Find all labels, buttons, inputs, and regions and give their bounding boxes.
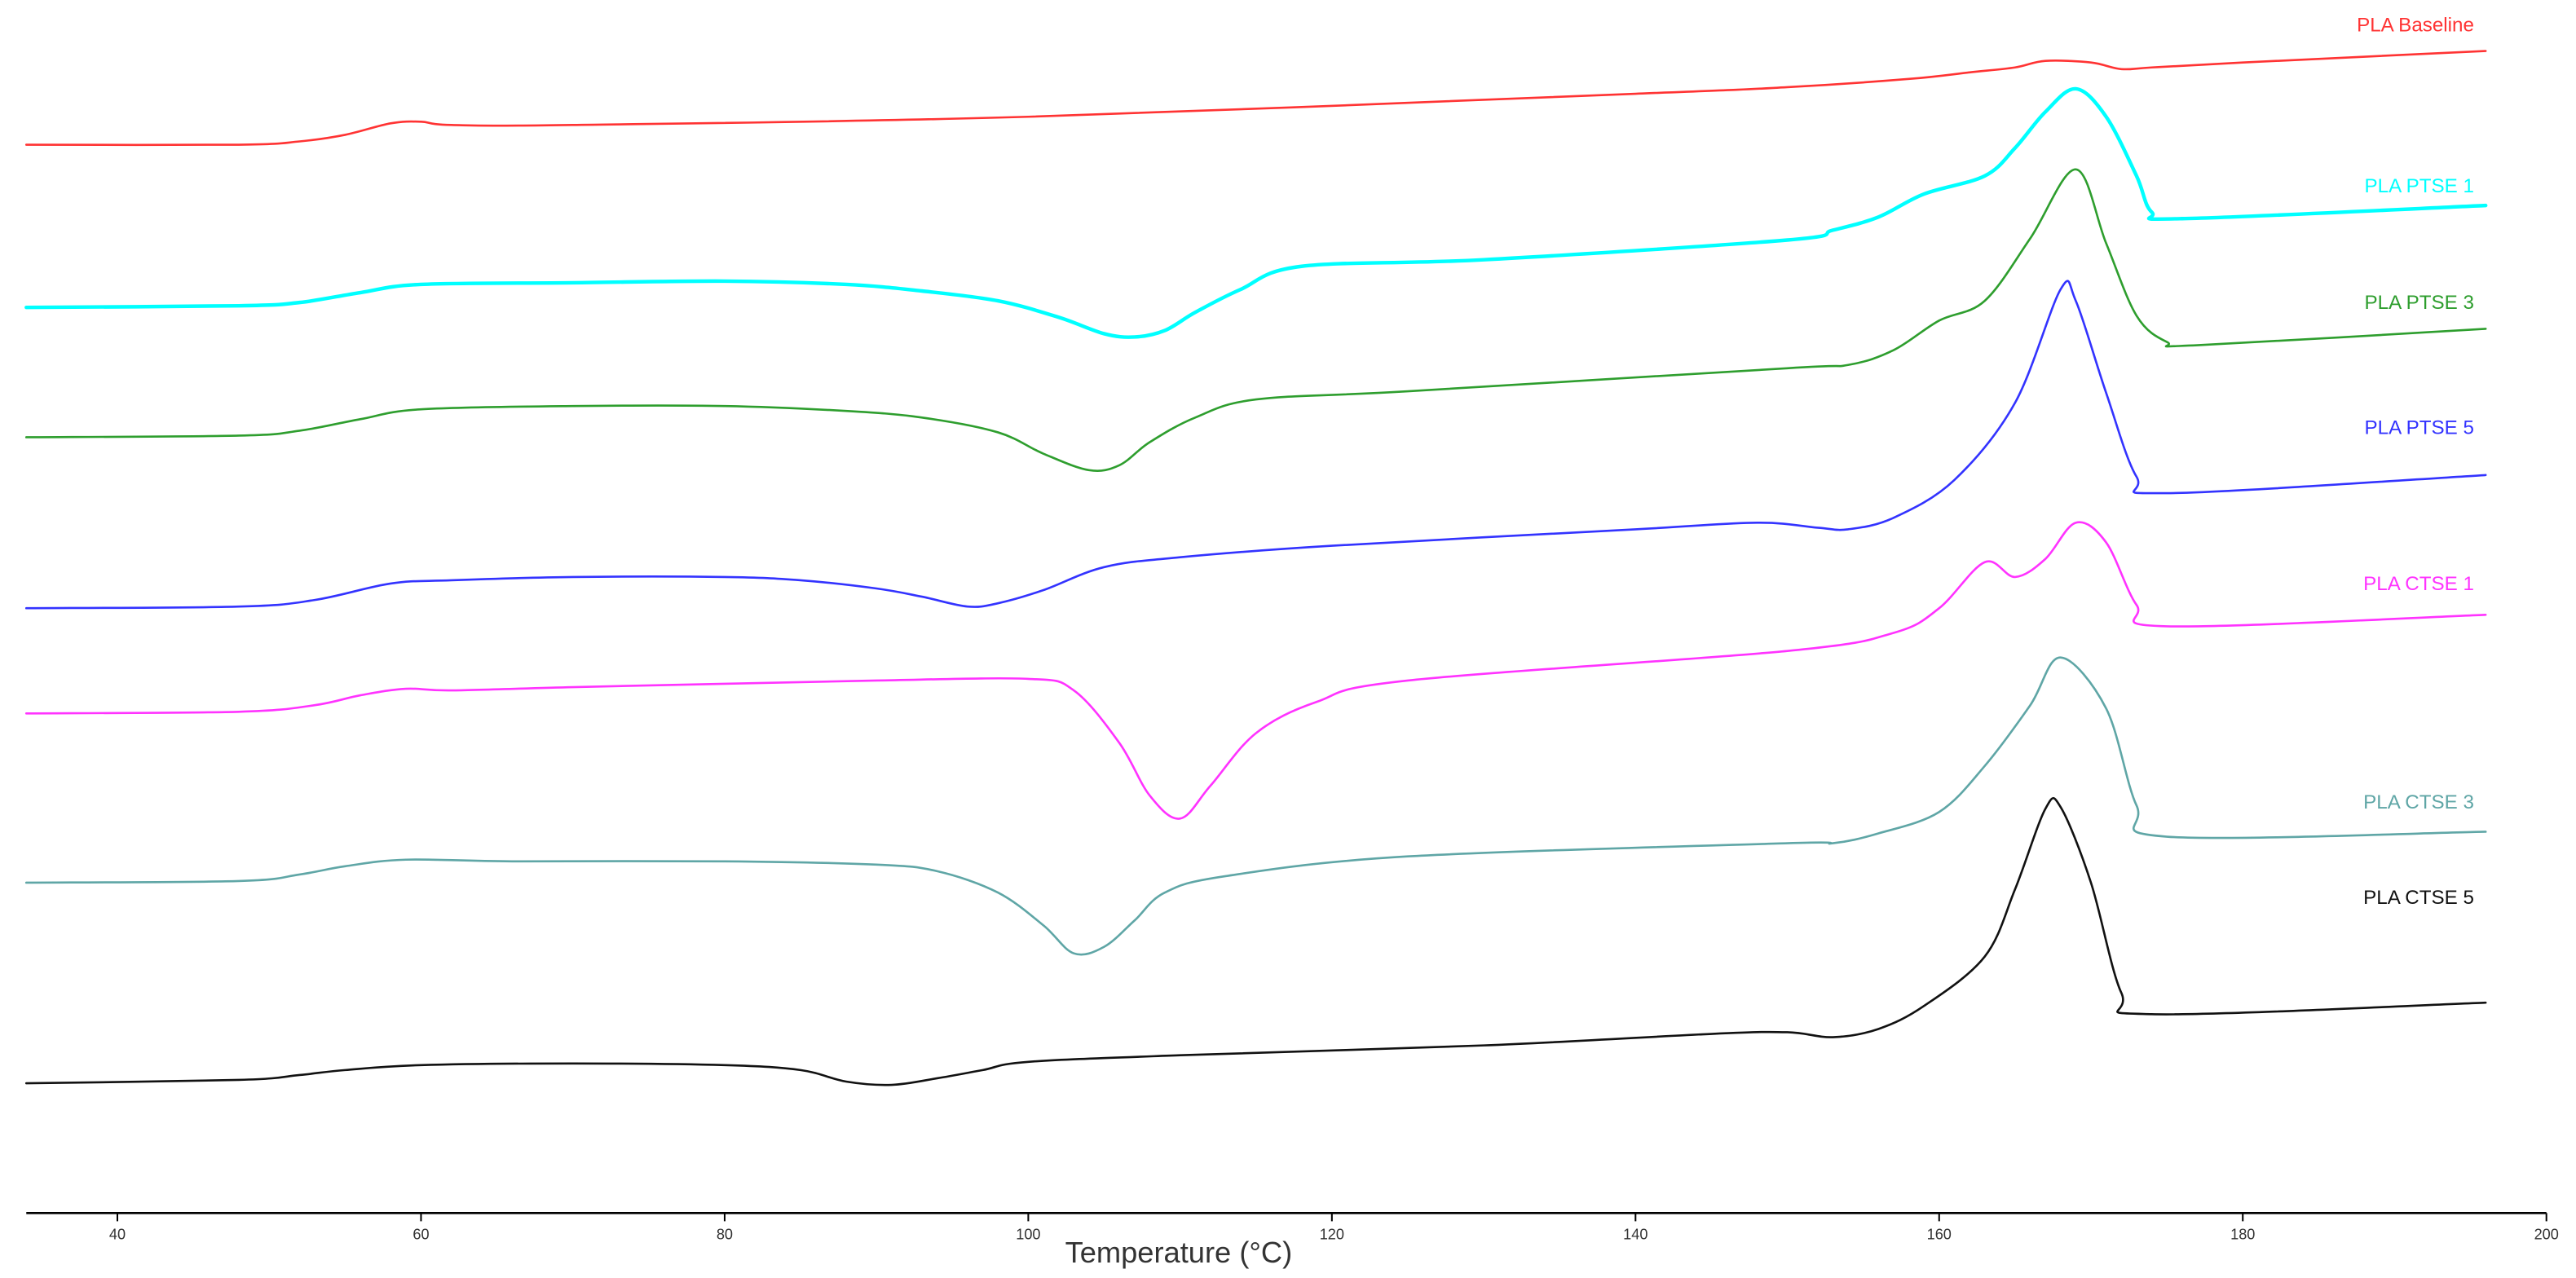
curves-layer xyxy=(24,50,2488,1086)
series-labels-layer: PLA Baseline PLA PTSE 1 PLA PTSE 3 PLA PTSE… xyxy=(2357,14,2474,909)
x-tick-label: 60 xyxy=(412,1227,429,1243)
series-label-pla-baseline: PLA Baseline xyxy=(2357,14,2474,36)
series-label-pla-ptse-3: PLA PTSE 3 xyxy=(2365,292,2474,314)
series-label-pla-ctse-5: PLA CTSE 5 xyxy=(2363,887,2474,909)
series-line-pla-ptse-1 xyxy=(24,86,2488,339)
series-label-pla-ptse-5: PLA PTSE 5 xyxy=(2365,416,2474,438)
series-label-pla-ctse-3: PLA CTSE 3 xyxy=(2363,791,2474,813)
series-line-pla-ctse-3 xyxy=(24,656,2487,956)
x-tick-label: 200 xyxy=(2534,1227,2559,1243)
x-tick-label: 180 xyxy=(2230,1227,2255,1243)
series-label-pla-ctse-1: PLA CTSE 1 xyxy=(2363,573,2474,595)
series-label-pla-ptse-1: PLA PTSE 1 xyxy=(2365,175,2474,197)
x-tick-label: 80 xyxy=(717,1227,733,1243)
series-line-pla-ptse-3 xyxy=(24,168,2487,472)
x-tick-label: 160 xyxy=(1927,1227,1952,1243)
x-tick-label: 120 xyxy=(1320,1227,1344,1243)
series-line-pla-baseline xyxy=(24,50,2487,147)
x-axis-title: Temperature (°C) xyxy=(1065,1236,1293,1269)
series-line-pla-ctse-5 xyxy=(24,796,2487,1086)
x-tick-label: 100 xyxy=(1016,1227,1040,1243)
x-tick-label: 40 xyxy=(109,1227,126,1243)
series-line-pla-ctse-1 xyxy=(24,521,2487,820)
x-tick-label: 140 xyxy=(1623,1227,1647,1243)
series-line-pla-ptse-5 xyxy=(24,280,2487,610)
x-ticks-layer: 40 60 80 100 120 140 160 180 200 xyxy=(109,1213,2559,1243)
